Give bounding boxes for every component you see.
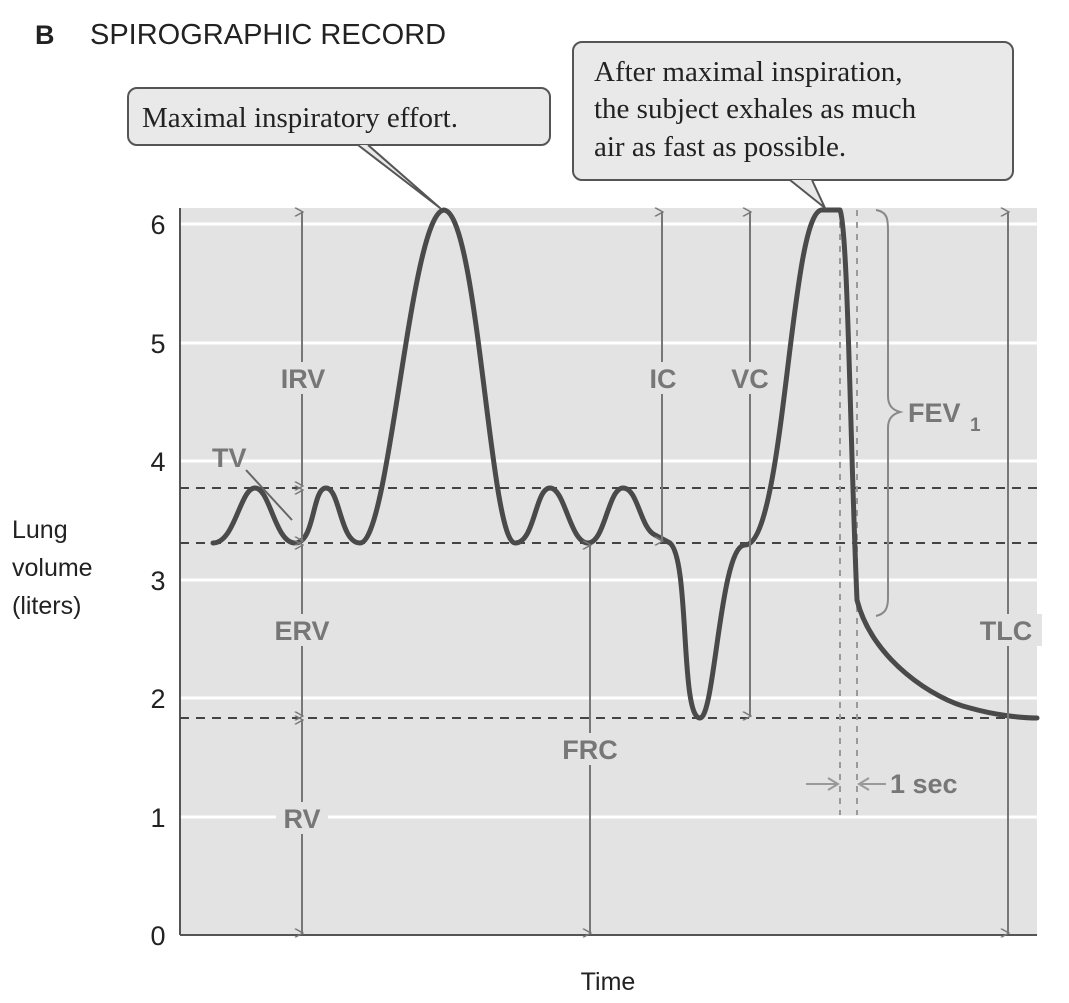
y-tick-6: 6 bbox=[150, 210, 165, 240]
y-axis-label-line-3: (liters) bbox=[12, 592, 81, 620]
y-axis-label-line-2: volume bbox=[12, 554, 93, 582]
y-tick-2: 2 bbox=[150, 684, 165, 714]
expiratory-callout-line-2: the subject exhales as much bbox=[594, 93, 917, 125]
one-sec-label: 1 sec bbox=[890, 769, 958, 799]
erv-label-backing bbox=[266, 614, 338, 646]
y-tick-3: 3 bbox=[150, 566, 165, 596]
ic-label-backing bbox=[644, 362, 682, 394]
rv-label-backing bbox=[276, 802, 328, 834]
irv-label: IRV bbox=[281, 364, 326, 394]
irv-label-backing bbox=[270, 362, 336, 394]
spirogram-trace bbox=[210, 207, 1040, 721]
expiratory-callout-line-1: After maximal inspiration, bbox=[594, 56, 902, 88]
y-axis-label-line-1: Lung bbox=[12, 516, 68, 544]
one-sec-right-arrow-head bbox=[857, 777, 870, 791]
tv-leader-line bbox=[245, 469, 293, 521]
x-axis-label: Time bbox=[581, 968, 636, 996]
erv-label: ERV bbox=[274, 616, 329, 646]
expiratory-callout-line-3: air as fast as possible. bbox=[594, 131, 846, 163]
tlc-label-backing bbox=[974, 614, 1042, 646]
tlc-label: TLC bbox=[980, 616, 1032, 646]
panel-letter: B bbox=[35, 20, 55, 50]
fev1-label: FEV 1 bbox=[908, 398, 981, 436]
y-tick-1: 1 bbox=[150, 803, 165, 833]
vc-label: VC bbox=[731, 364, 769, 394]
y-tick-5: 5 bbox=[150, 329, 165, 359]
y-tick-4: 4 bbox=[150, 447, 165, 477]
vc-label-backing bbox=[724, 362, 776, 394]
fev1-label-subscript: 1 bbox=[970, 415, 981, 436]
inspiratory-callout-text: Maximal inspiratory effort. bbox=[142, 102, 458, 134]
fev1-brace bbox=[875, 209, 904, 617]
tv-label: TV bbox=[212, 443, 247, 473]
frc-label: FRC bbox=[562, 735, 618, 765]
fev1-label-main: FEV bbox=[908, 398, 961, 428]
ic-label: IC bbox=[650, 364, 677, 394]
one-sec-left-arrow-head bbox=[827, 777, 840, 791]
y-tick-0: 0 bbox=[150, 921, 165, 951]
figure-title: SPIROGRAPHIC RECORD bbox=[90, 19, 446, 51]
inspiratory-callout-pointer bbox=[357, 144, 441, 209]
expiratory-callout-pointer bbox=[789, 179, 826, 209]
rv-label: RV bbox=[283, 804, 320, 834]
frc-label-backing bbox=[554, 733, 626, 765]
inspiratory-callout-box bbox=[127, 87, 551, 146]
